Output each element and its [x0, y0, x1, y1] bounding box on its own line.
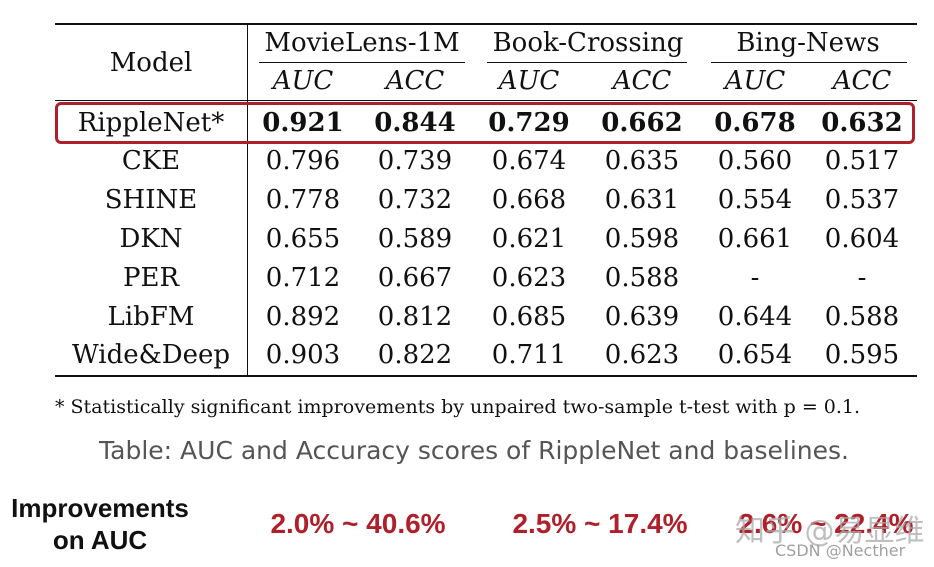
table-cell: 0.739	[377, 146, 453, 176]
table-cell: -	[857, 263, 867, 293]
table-cell: 0.639	[604, 302, 680, 332]
table-top-rule	[55, 23, 917, 25]
table-cell: 0.667	[377, 263, 453, 293]
table-cell: 0.844	[374, 108, 456, 138]
table-cell: 0.623	[604, 340, 680, 370]
table-cell: 0.623	[491, 263, 567, 293]
table-cell: 0.732	[377, 185, 453, 215]
table-cell: 0.621	[491, 224, 567, 254]
table-cell: 0.712	[265, 263, 341, 293]
improvements-label: Improvements on AUC	[11, 492, 189, 556]
table-cell: 0.822	[377, 340, 453, 370]
ripplenet-highlight-box	[55, 102, 915, 144]
group-header-bingnews: Bing-News	[736, 28, 880, 58]
model-name: RippleNet*	[77, 108, 225, 138]
table-cell: 0.711	[491, 340, 567, 370]
table-cell: 0.892	[265, 302, 341, 332]
improvement-bingnews: 2.6% ~ 22.4%	[738, 508, 914, 539]
improvement-movielens: 2.0% ~ 40.6%	[270, 508, 446, 539]
model-name: CKE	[121, 146, 181, 176]
table-cell: 0.588	[604, 263, 680, 293]
model-name: LibFM	[107, 302, 195, 332]
model-name: DKN	[119, 224, 183, 254]
table-cell: 0.674	[491, 146, 567, 176]
table-cell: 0.604	[824, 224, 900, 254]
table-cell: 0.778	[265, 185, 341, 215]
metric-header: AUC	[498, 66, 560, 96]
group-underline-bingnews	[711, 62, 907, 63]
model-name: Wide&Deep	[71, 340, 231, 370]
table-cell: 0.589	[377, 224, 453, 254]
improvement-bookcrossing: 2.5% ~ 17.4%	[512, 508, 688, 539]
table-cell: 0.598	[604, 224, 680, 254]
model-column-divider	[247, 25, 248, 376]
table-footnote: * Statistically significant improvements…	[55, 396, 861, 418]
table-cell: 0.595	[824, 340, 900, 370]
table-cell: 0.796	[265, 146, 341, 176]
table-bottom-rule	[55, 375, 917, 377]
table-cell: 0.560	[717, 146, 793, 176]
group-header-movielens: MovieLens-1M	[264, 28, 460, 58]
metric-header: AUC	[272, 66, 334, 96]
model-header: Model	[109, 48, 193, 78]
csdn-watermark: CSDN @Necther	[775, 541, 906, 560]
model-name: PER	[122, 263, 180, 293]
table-header-rule	[55, 100, 917, 101]
metric-header: ACC	[832, 66, 892, 96]
table-cell: 0.668	[491, 185, 567, 215]
improvements-label-line1: Improvements	[11, 493, 189, 523]
table-cell: 0.632	[821, 108, 903, 138]
group-underline-bookcrossing	[487, 62, 687, 63]
table-cell: 0.903	[265, 340, 341, 370]
table-cell: -	[750, 263, 760, 293]
table-cell: 0.678	[714, 108, 796, 138]
table-cell: 0.655	[265, 224, 341, 254]
table-cell: 0.661	[717, 224, 793, 254]
table-cell: 0.812	[377, 302, 453, 332]
group-underline-movielens	[259, 62, 465, 63]
metric-header: ACC	[612, 66, 672, 96]
zhihu-watermark: 知乎 @易显维	[735, 514, 925, 549]
group-header-bookcrossing: Book-Crossing	[492, 28, 684, 58]
table-cell: 0.588	[824, 302, 900, 332]
table-cell: 0.685	[491, 302, 567, 332]
table-cell: 0.631	[604, 185, 680, 215]
table-cell: 0.517	[824, 146, 900, 176]
table-cell: 0.729	[488, 108, 570, 138]
table-cell: 0.554	[717, 185, 793, 215]
table-cell: 0.654	[717, 340, 793, 370]
table-cell: 0.662	[601, 108, 683, 138]
metric-header: AUC	[724, 66, 786, 96]
table-cell: 0.537	[824, 185, 900, 215]
table-cell: 0.921	[262, 108, 344, 138]
table-caption: Table: AUC and Accuracy scores of Ripple…	[99, 436, 849, 465]
model-name: SHINE	[104, 185, 198, 215]
metric-header: ACC	[385, 66, 445, 96]
improvements-label-line2: on AUC	[52, 525, 148, 555]
table-cell: 0.635	[604, 146, 680, 176]
table-cell: 0.644	[717, 302, 793, 332]
